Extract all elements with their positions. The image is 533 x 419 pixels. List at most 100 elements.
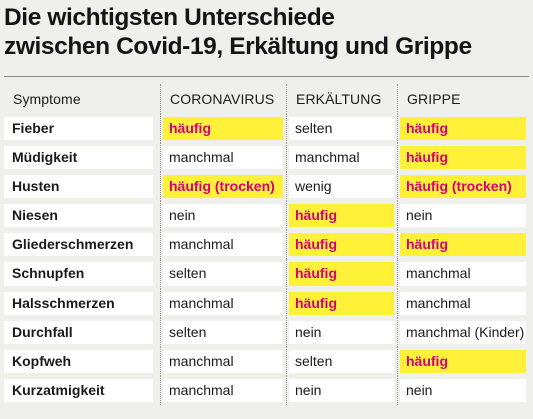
highlight-box — [289, 262, 394, 286]
cell-box — [163, 378, 283, 402]
coronavirus-cell: manchmal — [160, 346, 286, 376]
coronavirus-cell-text: manchmal — [169, 236, 234, 253]
coronavirus-cell-text: häufig (trocken) — [169, 178, 275, 195]
title-divider — [4, 76, 529, 77]
highlight-box — [400, 233, 526, 257]
title-line-1: Die wichtigsten Unterschiede — [4, 4, 335, 31]
coronavirus-cell: häufig (trocken) — [160, 172, 286, 202]
grippe-cell-text: häufig — [406, 120, 448, 136]
cell-box — [289, 378, 394, 402]
table-row: Fieber häufig selten häufig — [4, 114, 529, 144]
symptom-cell-text: Schnupfen — [12, 265, 85, 282]
cell-box — [4, 320, 153, 344]
symptom-cell-text: Fieber — [12, 120, 55, 136]
grippe-cell: nein — [397, 375, 529, 405]
grippe-cell-text: manchmal (Kinder) — [406, 323, 525, 340]
symptom-cell: Husten — [4, 172, 160, 201]
highlight-box — [289, 233, 394, 257]
erkaeltung-cell-text: manchmal — [295, 149, 360, 166]
erkaeltung-cell: häufig — [286, 288, 397, 318]
symptom-cell-text: Husten — [12, 178, 60, 195]
highlight-box — [400, 349, 526, 373]
symptom-cell-text: Durchfall — [12, 323, 73, 340]
coronavirus-cell-text: selten — [169, 265, 207, 282]
erkaeltung-cell-text: häufig — [295, 236, 337, 253]
coronavirus-cell: manchmal — [160, 375, 286, 405]
coronavirus-cell: häufig — [160, 114, 286, 144]
highlight-box — [400, 117, 526, 141]
coronavirus-cell: selten — [160, 259, 286, 289]
coronavirus-cell-text: manchmal — [169, 294, 234, 311]
table-row: Schnupfen selten häufig manchmal — [4, 259, 529, 289]
table-row: Gliederschmerzen manchmal häufig häufig — [4, 230, 529, 260]
grippe-cell: häufig — [397, 143, 529, 173]
grippe-cell: häufig (trocken) — [397, 172, 529, 202]
coronavirus-cell: selten — [160, 317, 286, 347]
header-erkaeltung: ERKÄLTUNG — [286, 84, 397, 114]
symptom-cell: Gliederschmerzen — [4, 230, 160, 259]
cell-box — [4, 378, 153, 402]
highlight-box — [163, 175, 283, 199]
symptom-cell: Kopfweh — [4, 347, 160, 376]
grippe-cell-text: häufig — [406, 352, 448, 369]
header-symptome: Symptome — [13, 91, 81, 107]
cell-box — [4, 291, 153, 315]
cell-box — [4, 175, 153, 199]
grippe-cell: häufig — [397, 346, 529, 376]
table-row: Husten häufig (trocken) wenig häufig (trock… — [4, 172, 529, 202]
cell-box — [400, 291, 526, 315]
coronavirus-cell-text: manchmal — [169, 352, 234, 369]
table-row: Kurzatmigkeit manchmal nein nein — [4, 375, 529, 405]
cell-box — [289, 146, 394, 170]
erkaeltung-cell: nein — [286, 375, 397, 405]
highlight-box — [163, 117, 283, 141]
erkaeltung-cell: selten — [286, 346, 397, 376]
cell-box — [4, 233, 153, 257]
grippe-cell: manchmal (Kinder) — [397, 317, 529, 347]
cell-box — [4, 262, 153, 286]
coronavirus-cell: nein — [160, 201, 286, 231]
erkaeltung-cell: manchmal — [286, 143, 397, 173]
highlight-box — [289, 204, 394, 228]
symptom-cell: Niesen — [4, 201, 160, 230]
grippe-cell-text: manchmal — [406, 265, 471, 282]
symptom-cell-text: Kurzatmigkeit — [12, 381, 105, 398]
symptom-cell-text: Gliederschmerzen — [12, 236, 134, 253]
symptom-cell-text: Müdigkeit — [12, 149, 78, 166]
title-line-2: zwischen Covid-19, Erkältung und Grippe — [4, 33, 472, 60]
grippe-cell: häufig — [397, 114, 529, 144]
grippe-cell-text: häufig (trocken) — [406, 178, 512, 195]
cell-box — [163, 262, 283, 286]
cell-box — [400, 378, 526, 402]
cell-box — [289, 320, 394, 344]
header-grippe: GRIPPE — [397, 84, 529, 114]
coronavirus-cell-text: manchmal — [169, 381, 234, 398]
grippe-cell-text: nein — [406, 207, 433, 224]
erkaeltung-cell-text: häufig — [295, 207, 337, 224]
cell-box — [4, 146, 153, 170]
coronavirus-cell-text: häufig — [169, 120, 211, 136]
table-row: Kopfweh manchmal selten häufig — [4, 346, 529, 376]
symptom-cell: Durchfall — [4, 318, 160, 347]
cell-box — [163, 291, 283, 315]
symptom-cell: Fieber — [4, 114, 160, 143]
cell-box — [163, 349, 283, 373]
erkaeltung-cell-text: selten — [295, 352, 333, 369]
cell-box — [400, 262, 526, 286]
table-row: Durchfall selten nein manchmal (Kinder) — [4, 317, 529, 347]
symptom-cell: Schnupfen — [4, 259, 160, 288]
erkaeltung-cell-text: häufig — [295, 265, 337, 282]
highlight-box — [400, 146, 526, 170]
grippe-cell: manchmal — [397, 259, 529, 289]
erkaeltung-cell: wenig — [286, 172, 397, 202]
erkaeltung-cell-text: nein — [295, 323, 322, 340]
cell-box — [163, 204, 283, 228]
cell-box — [4, 204, 153, 228]
symptom-cell: Halsschmerzen — [4, 289, 160, 318]
cell-box — [289, 117, 394, 141]
symptom-cell: Kurzatmigkeit — [4, 376, 160, 405]
grippe-cell-text: häufig — [406, 149, 448, 166]
comparison-table: Symptome CORONAVIRUS ERKÄLTUNG GRIPPE Fi… — [4, 84, 529, 405]
cell-box — [289, 349, 394, 373]
